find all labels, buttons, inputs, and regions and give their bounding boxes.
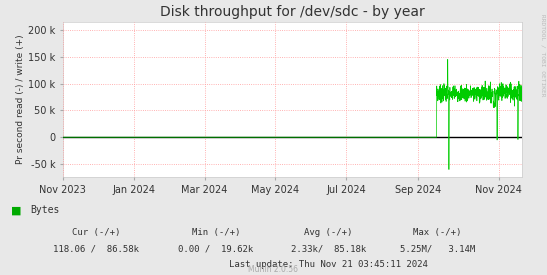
Text: RRDTOOL / TOBI OETIKER: RRDTOOL / TOBI OETIKER xyxy=(541,14,546,96)
Text: 118.06 /  86.58k: 118.06 / 86.58k xyxy=(53,244,139,253)
Text: 5.25M/   3.14M: 5.25M/ 3.14M xyxy=(400,244,475,253)
Text: Bytes: Bytes xyxy=(30,205,60,215)
Text: Max (-/+): Max (-/+) xyxy=(414,228,462,237)
Text: Min (-/+): Min (-/+) xyxy=(192,228,240,237)
Title: Disk throughput for /dev/sdc - by year: Disk throughput for /dev/sdc - by year xyxy=(160,6,425,20)
Text: 0.00 /  19.62k: 0.00 / 19.62k xyxy=(178,244,254,253)
Text: ■: ■ xyxy=(11,205,21,215)
Text: Last update: Thu Nov 21 03:45:11 2024: Last update: Thu Nov 21 03:45:11 2024 xyxy=(229,260,428,269)
Text: Cur (-/+): Cur (-/+) xyxy=(72,228,120,237)
Text: Avg (-/+): Avg (-/+) xyxy=(304,228,352,237)
Y-axis label: Pr second read (-) / write (+): Pr second read (-) / write (+) xyxy=(16,35,25,164)
Text: Munin 2.0.56: Munin 2.0.56 xyxy=(248,265,299,274)
Text: 2.33k/  85.18k: 2.33k/ 85.18k xyxy=(290,244,366,253)
